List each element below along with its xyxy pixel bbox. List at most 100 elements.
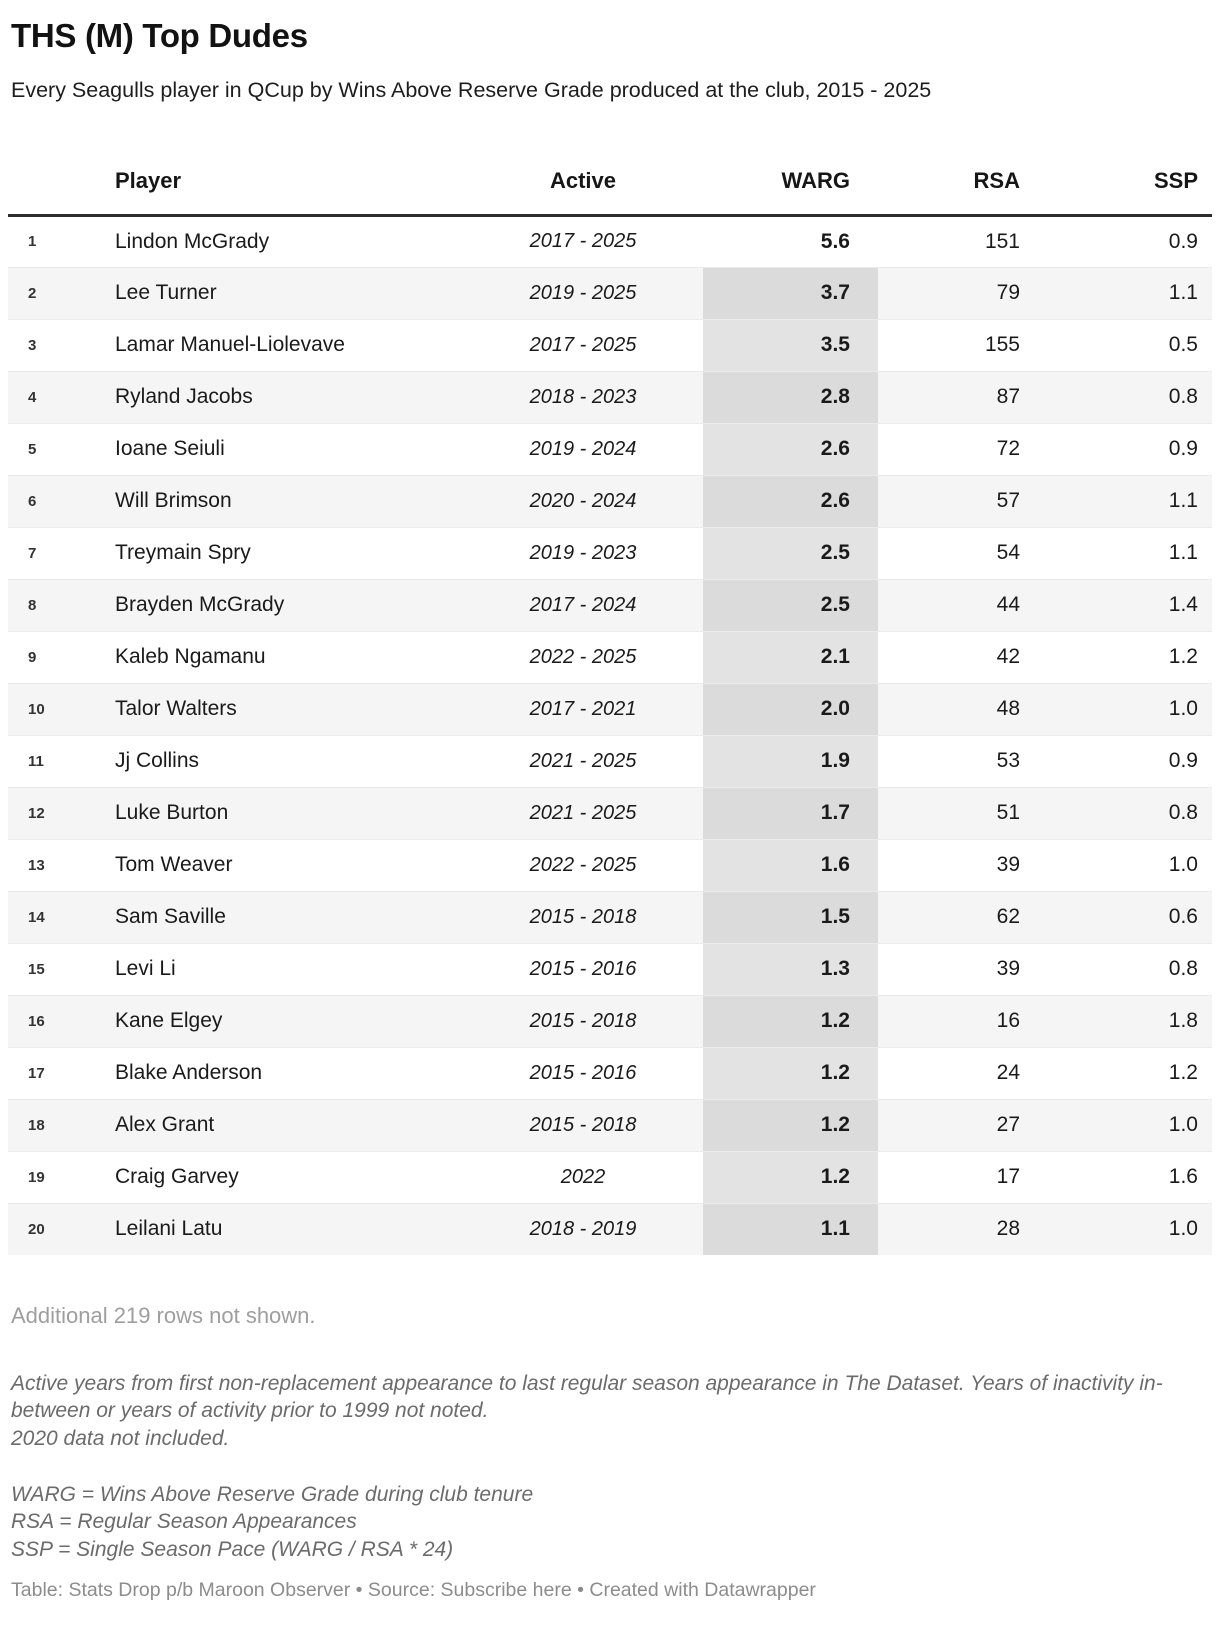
cell-rank: 2 (28, 284, 37, 302)
table-row: 14 Sam Saville 2015 - 2018 1.5 62 0.6 (8, 891, 1212, 944)
cell-active: 2017 - 2025 (529, 333, 637, 356)
cell-ssp: 0.8 (1168, 801, 1198, 825)
table-row: 2 Lee Turner 2019 - 2025 3.7 79 1.1 (8, 267, 1212, 320)
cell-rank: 8 (28, 596, 37, 614)
cell-rsa: 24 (996, 1061, 1020, 1085)
table-notes: Active years from first non-replacement … (11, 1370, 1211, 1453)
column-header-active[interactable]: Active (463, 149, 703, 217)
cell-rank: 6 (28, 492, 37, 510)
table-row: 11 Jj Collins 2021 - 2025 1.9 53 0.9 (8, 735, 1212, 788)
source-link[interactable]: Subscribe here (440, 1578, 572, 1601)
cell-rank: 18 (28, 1116, 45, 1134)
legend-line-ssp: SSP = Single Season Pace (WARG / RSA * 2… (11, 1538, 454, 1562)
cell-player: Leilani Latu (115, 1217, 223, 1241)
cell-warg: 2.1 (703, 631, 878, 684)
cell-warg: 2.0 (703, 683, 878, 736)
cell-active: 2015 - 2018 (529, 1113, 637, 1136)
cell-active: 2021 - 2025 (529, 749, 637, 772)
cell-warg: 3.7 (703, 267, 878, 320)
cell-warg: 1.2 (703, 995, 878, 1048)
cell-player: Blake Anderson (115, 1061, 263, 1085)
table-row: 3 Lamar Manuel-Liolevave 2017 - 2025 3.5 155… (8, 319, 1212, 372)
cell-ssp: 1.0 (1168, 853, 1198, 877)
column-header-player[interactable]: Player (88, 149, 463, 217)
cell-ssp: 1.4 (1168, 593, 1198, 617)
cell-player: Tom Weaver (115, 853, 233, 877)
cell-warg: 1.7 (703, 787, 878, 840)
legend-line-warg: WARG = Wins Above Reserve Grade during c… (11, 1482, 534, 1506)
cell-rank: 1 (28, 233, 37, 251)
cell-rank: 9 (28, 648, 37, 666)
cell-rsa: 53 (996, 749, 1020, 773)
cell-warg: 2.5 (703, 527, 878, 580)
cell-rsa: 27 (996, 1113, 1020, 1137)
table-row: 15 Levi Li 2015 - 2016 1.3 39 0.8 (8, 943, 1212, 996)
cell-warg: 2.6 (703, 475, 878, 528)
cell-rank: 20 (28, 1220, 45, 1238)
column-header-ssp[interactable]: SSP (1028, 149, 1212, 217)
cell-warg: 1.2 (703, 1099, 878, 1152)
table-row: 7 Treymain Spry 2019 - 2023 2.5 54 1.1 (8, 527, 1212, 580)
table-header-row: Player Active WARG RSA SSP (8, 149, 1212, 217)
column-header-warg[interactable]: WARG (703, 149, 878, 217)
cell-active: 2022 (560, 1165, 606, 1188)
cell-active: 2015 - 2016 (529, 1061, 637, 1084)
cell-active: 2015 - 2018 (529, 1009, 637, 1032)
cell-player: Kane Elgey (115, 1009, 223, 1033)
cell-ssp: 0.8 (1168, 957, 1198, 981)
note-line: Active years from first non-replacement … (11, 1371, 1163, 1423)
cell-warg: 2.5 (703, 579, 878, 632)
note-line: 2020 data not included. (11, 1427, 230, 1451)
cell-rsa: 39 (996, 957, 1020, 981)
cell-active: 2019 - 2023 (529, 541, 637, 564)
cell-player: Jj Collins (115, 749, 200, 773)
cell-rsa: 87 (996, 385, 1020, 409)
cell-rsa: 151 (984, 229, 1020, 253)
cell-player: Brayden McGrady (115, 593, 285, 617)
cell-rank: 11 (28, 752, 44, 770)
cell-active: 2019 - 2024 (529, 437, 637, 460)
table-body: 1 Lindon McGrady 2017 - 2025 5.6 151 0.9 2 Lee … (8, 215, 1212, 1256)
cell-player: Kaleb Ngamanu (115, 645, 266, 669)
cell-warg: 1.2 (703, 1151, 878, 1204)
cell-rsa: 39 (996, 853, 1020, 877)
cell-player: Will Brimson (115, 489, 232, 513)
cell-rsa: 16 (996, 1009, 1020, 1033)
cell-rank: 15 (28, 960, 45, 978)
cell-rsa: 51 (996, 801, 1020, 825)
cell-warg: 1.5 (703, 891, 878, 944)
cell-rsa: 42 (996, 645, 1020, 669)
cell-active: 2018 - 2023 (529, 385, 637, 408)
table-row: 1 Lindon McGrady 2017 - 2025 5.6 151 0.9 (8, 215, 1212, 268)
cell-player: Craig Garvey (115, 1165, 239, 1189)
table-row: 18 Alex Grant 2015 - 2018 1.2 27 1.0 (8, 1099, 1212, 1152)
footer-text: Table: Stats Drop p/b Maroon Observer • … (11, 1578, 441, 1601)
cell-warg: 3.5 (703, 319, 878, 372)
cell-ssp: 1.2 (1168, 1061, 1198, 1085)
datawrapper-link[interactable]: Datawrapper (704, 1578, 816, 1601)
table-row: 9 Kaleb Ngamanu 2022 - 2025 2.1 42 1.2 (8, 631, 1212, 684)
cell-ssp: 0.9 (1168, 437, 1198, 461)
cell-rsa: 62 (996, 905, 1020, 929)
cell-active: 2021 - 2025 (529, 801, 637, 824)
attribution-footer: Table: Stats Drop p/b Maroon Observer • … (11, 1578, 1212, 1603)
table-row: 17 Blake Anderson 2015 - 2016 1.2 24 1.2 (8, 1047, 1212, 1100)
cell-active: 2017 - 2024 (529, 593, 637, 616)
cell-rank: 5 (28, 440, 37, 458)
cell-rank: 3 (28, 336, 37, 354)
cell-rsa: 48 (996, 697, 1020, 721)
cell-ssp: 1.1 (1168, 541, 1198, 565)
cell-player: Treymain Spry (115, 541, 251, 565)
cell-ssp: 1.1 (1168, 489, 1198, 513)
cell-ssp: 0.8 (1168, 385, 1198, 409)
cell-ssp: 0.9 (1168, 749, 1198, 773)
column-header-rsa[interactable]: RSA (878, 149, 1028, 217)
cell-ssp: 0.6 (1168, 905, 1198, 929)
cell-rank: 17 (28, 1064, 45, 1082)
column-header-rank (8, 149, 88, 217)
cell-rsa: 72 (996, 437, 1020, 461)
cell-player: Levi Li (115, 957, 176, 981)
cell-warg: 1.1 (703, 1203, 878, 1256)
cell-player: Alex Grant (115, 1113, 215, 1137)
cell-player: Sam Saville (115, 905, 226, 929)
